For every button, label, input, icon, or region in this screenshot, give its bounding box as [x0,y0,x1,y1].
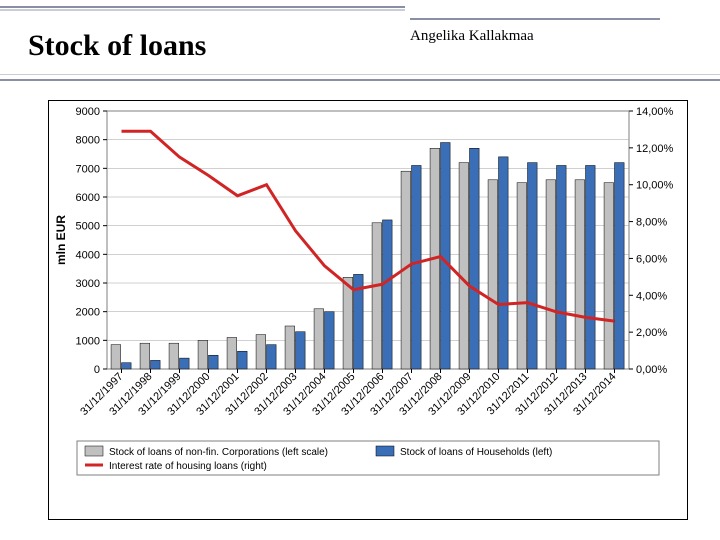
svg-text:Interest rate of housing loans: Interest rate of housing loans (right) [109,461,267,472]
svg-text:5000: 5000 [76,221,100,233]
stock-of-loans-chart: 0 1000 2000 3000 4000 5000 6000 7000 8000 9000 0,0… [49,101,687,519]
svg-text:2000: 2000 [76,307,100,319]
page-title: Stock of loans [0,29,206,63]
svg-text:12,00%: 12,00% [636,143,674,155]
svg-text:6,00%: 6,00% [636,253,667,265]
bar-households [499,157,509,369]
author-block: Angelika Kallakmaa [410,18,660,45]
bar-corporations [546,180,556,369]
bar-households [122,363,132,369]
bar-households [325,312,335,369]
svg-text:0,00%: 0,00% [636,364,667,376]
bar-households [557,165,567,369]
bar-corporations [198,340,208,369]
bar-corporations [285,326,295,369]
bar-households [412,165,422,369]
bar-households [383,220,393,369]
svg-text:4000: 4000 [76,249,100,261]
bar-households [296,332,306,369]
bar-households [151,360,161,369]
bar-households [238,351,248,369]
bar-corporations [575,180,585,369]
bar-households [470,148,480,369]
bar-corporations [314,309,324,369]
svg-text:14,00%: 14,00% [636,106,674,118]
bar-households [586,165,596,369]
bar-corporations [517,183,527,369]
svg-text:3000: 3000 [76,278,100,290]
bar-households [267,345,277,369]
svg-text:4,00%: 4,00% [636,290,667,302]
svg-text:8,00%: 8,00% [636,217,667,229]
bar-corporations [372,223,382,369]
svg-text:mln EUR: mln EUR [54,215,68,265]
svg-text:10,00%: 10,00% [636,180,674,192]
bar-corporations [343,277,353,369]
svg-text:9000: 9000 [76,106,100,118]
bar-households [528,163,538,369]
bar-corporations [111,345,121,369]
bar-corporations [256,335,266,369]
author-name: Angelika Kallakmaa [410,24,660,45]
bar-households [441,143,451,369]
svg-text:7000: 7000 [76,163,100,175]
slide: Stock of loans Angelika Kallakmaa 0 1000 2… [0,0,720,540]
title-underline [0,74,720,81]
bar-corporations [459,163,469,369]
svg-text:8000: 8000 [76,135,100,147]
bar-households [209,355,219,369]
bar-corporations [488,180,498,369]
svg-text:1000: 1000 [76,335,100,347]
svg-text:Stock of loans of Households (: Stock of loans of Households (left) [400,447,552,458]
bar-households [615,163,625,369]
bar-corporations [169,343,179,369]
bar-households [180,358,190,369]
svg-text:6000: 6000 [76,192,100,204]
chart-container: 0 1000 2000 3000 4000 5000 6000 7000 8000 9000 0,0… [48,100,688,520]
bar-corporations [140,343,150,369]
top-rule [0,6,720,14]
bar-corporations [227,337,237,369]
svg-text:Stock of loans of non-fin. Cor: Stock of loans of non-fin. Corporations … [109,447,328,458]
bar-corporations [604,183,614,369]
svg-text:2,00%: 2,00% [636,327,667,339]
svg-text:0: 0 [94,364,100,376]
